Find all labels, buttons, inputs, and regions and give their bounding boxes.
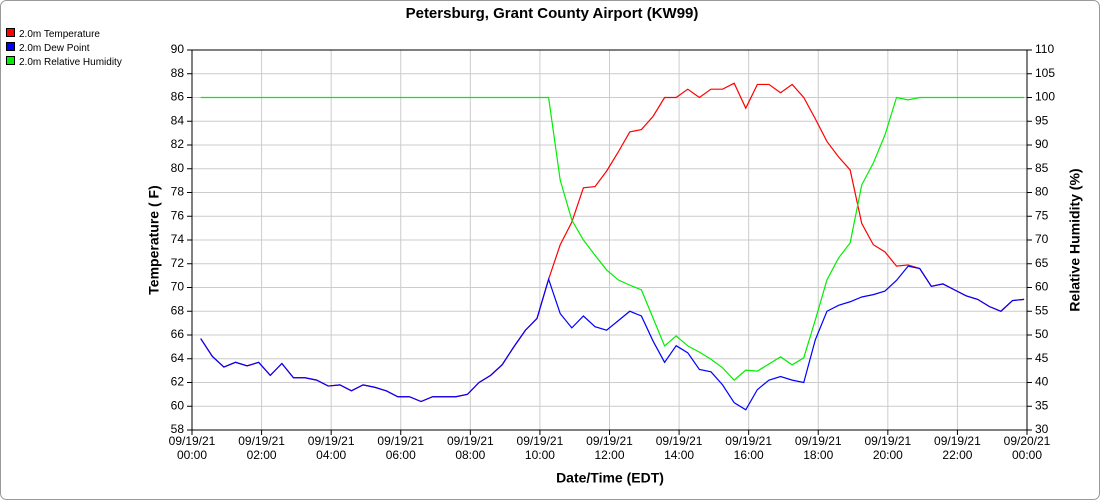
y2-tick-label: 55 bbox=[1035, 303, 1049, 317]
y2-tick-label: 65 bbox=[1035, 256, 1049, 270]
y-tick-label: 62 bbox=[171, 375, 185, 389]
y-tick-label: 60 bbox=[171, 398, 185, 412]
y2-tick-label: 35 bbox=[1035, 398, 1049, 412]
x-tick-label: 09/19/21 12:00 bbox=[586, 434, 633, 462]
legend-item: 2.0m Temperature bbox=[6, 28, 122, 42]
chart-title: Petersburg, Grant County Airport (KW99) bbox=[406, 5, 699, 22]
y-tick-label: 84 bbox=[171, 113, 185, 127]
plot-border bbox=[191, 49, 1028, 431]
legend-swatch bbox=[6, 56, 15, 65]
legend-label: 2.0m Temperature bbox=[19, 29, 100, 40]
y2-tick-label: 75 bbox=[1035, 208, 1049, 222]
y-tick-label: 88 bbox=[171, 66, 185, 80]
y2-tick-label: 60 bbox=[1035, 280, 1049, 294]
series-line bbox=[200, 96, 1025, 381]
y2-tick-label: 105 bbox=[1035, 66, 1055, 80]
y2-tick-label: 90 bbox=[1035, 137, 1049, 151]
y-tick-label: 70 bbox=[171, 280, 185, 294]
y2-tick-label: 50 bbox=[1035, 327, 1049, 341]
y-tick-label: 58 bbox=[171, 422, 185, 436]
y2-tick-label: 110 bbox=[1035, 42, 1054, 56]
legend-label: 2.0m Relative Humidity bbox=[19, 57, 122, 68]
y2-tick-label: 80 bbox=[1035, 185, 1049, 199]
series-line bbox=[200, 265, 1025, 411]
legend-item: 2.0m Relative Humidity bbox=[6, 56, 122, 70]
y-axis-label: Temperature ( F) bbox=[146, 185, 162, 294]
y2-axis-label: Relative Humidity (%) bbox=[1067, 168, 1083, 311]
x-tick-label: 09/19/21 16:00 bbox=[725, 434, 773, 462]
x-tick-label: 09/20/21 00:00 bbox=[1003, 434, 1051, 462]
y-tick-label: 72 bbox=[171, 256, 185, 270]
legend-swatch bbox=[6, 28, 15, 37]
x-tick-label: 09/19/21 10:00 bbox=[516, 434, 564, 462]
y2-tick-label: 100 bbox=[1035, 90, 1055, 104]
y2-tick-label: 40 bbox=[1035, 375, 1049, 389]
y-tick-label: 66 bbox=[171, 327, 185, 341]
legend-item: 2.0m Dew Point bbox=[6, 42, 122, 56]
y-tick-label: 90 bbox=[171, 42, 185, 56]
y-tick-label: 80 bbox=[171, 161, 185, 175]
y2-tick-label: 95 bbox=[1035, 113, 1049, 127]
x-tick-label: 09/19/21 20:00 bbox=[864, 434, 912, 462]
x-tick-label: 09/19/21 22:00 bbox=[934, 434, 981, 462]
y2-tick-label: 70 bbox=[1035, 232, 1049, 246]
x-tick-label: 09/19/21 14:00 bbox=[655, 434, 703, 462]
x-tick-label: 09/19/21 04:00 bbox=[307, 434, 355, 462]
x-tick-label: 09/19/21 06:00 bbox=[377, 434, 425, 462]
legend: 2.0m Temperature 2.0m Dew Point 2.0m Relat… bbox=[6, 28, 122, 70]
x-tick-label: 09/19/21 18:00 bbox=[794, 434, 842, 462]
y-tick-label: 64 bbox=[171, 351, 185, 365]
y2-tick-label: 30 bbox=[1035, 422, 1049, 436]
x-tick-label: 09/19/21 02:00 bbox=[238, 434, 285, 462]
x-tick-label: 09/19/21 08:00 bbox=[446, 434, 494, 462]
y-tick-label: 74 bbox=[171, 232, 185, 246]
y-tick-label: 82 bbox=[171, 137, 185, 151]
y2-tick-label: 45 bbox=[1035, 351, 1049, 365]
x-tick-label: 09/19/21 00:00 bbox=[168, 434, 216, 462]
x-axis-label: Date/Time (EDT) bbox=[556, 470, 664, 486]
y-tick-label: 86 bbox=[171, 90, 185, 104]
y-tick-label: 78 bbox=[171, 185, 185, 199]
y-tick-label: 76 bbox=[171, 208, 185, 222]
legend-label: 2.0m Dew Point bbox=[19, 43, 90, 54]
y2-tick-label: 85 bbox=[1035, 161, 1049, 175]
legend-swatch bbox=[6, 42, 15, 51]
y-tick-label: 68 bbox=[171, 303, 185, 317]
